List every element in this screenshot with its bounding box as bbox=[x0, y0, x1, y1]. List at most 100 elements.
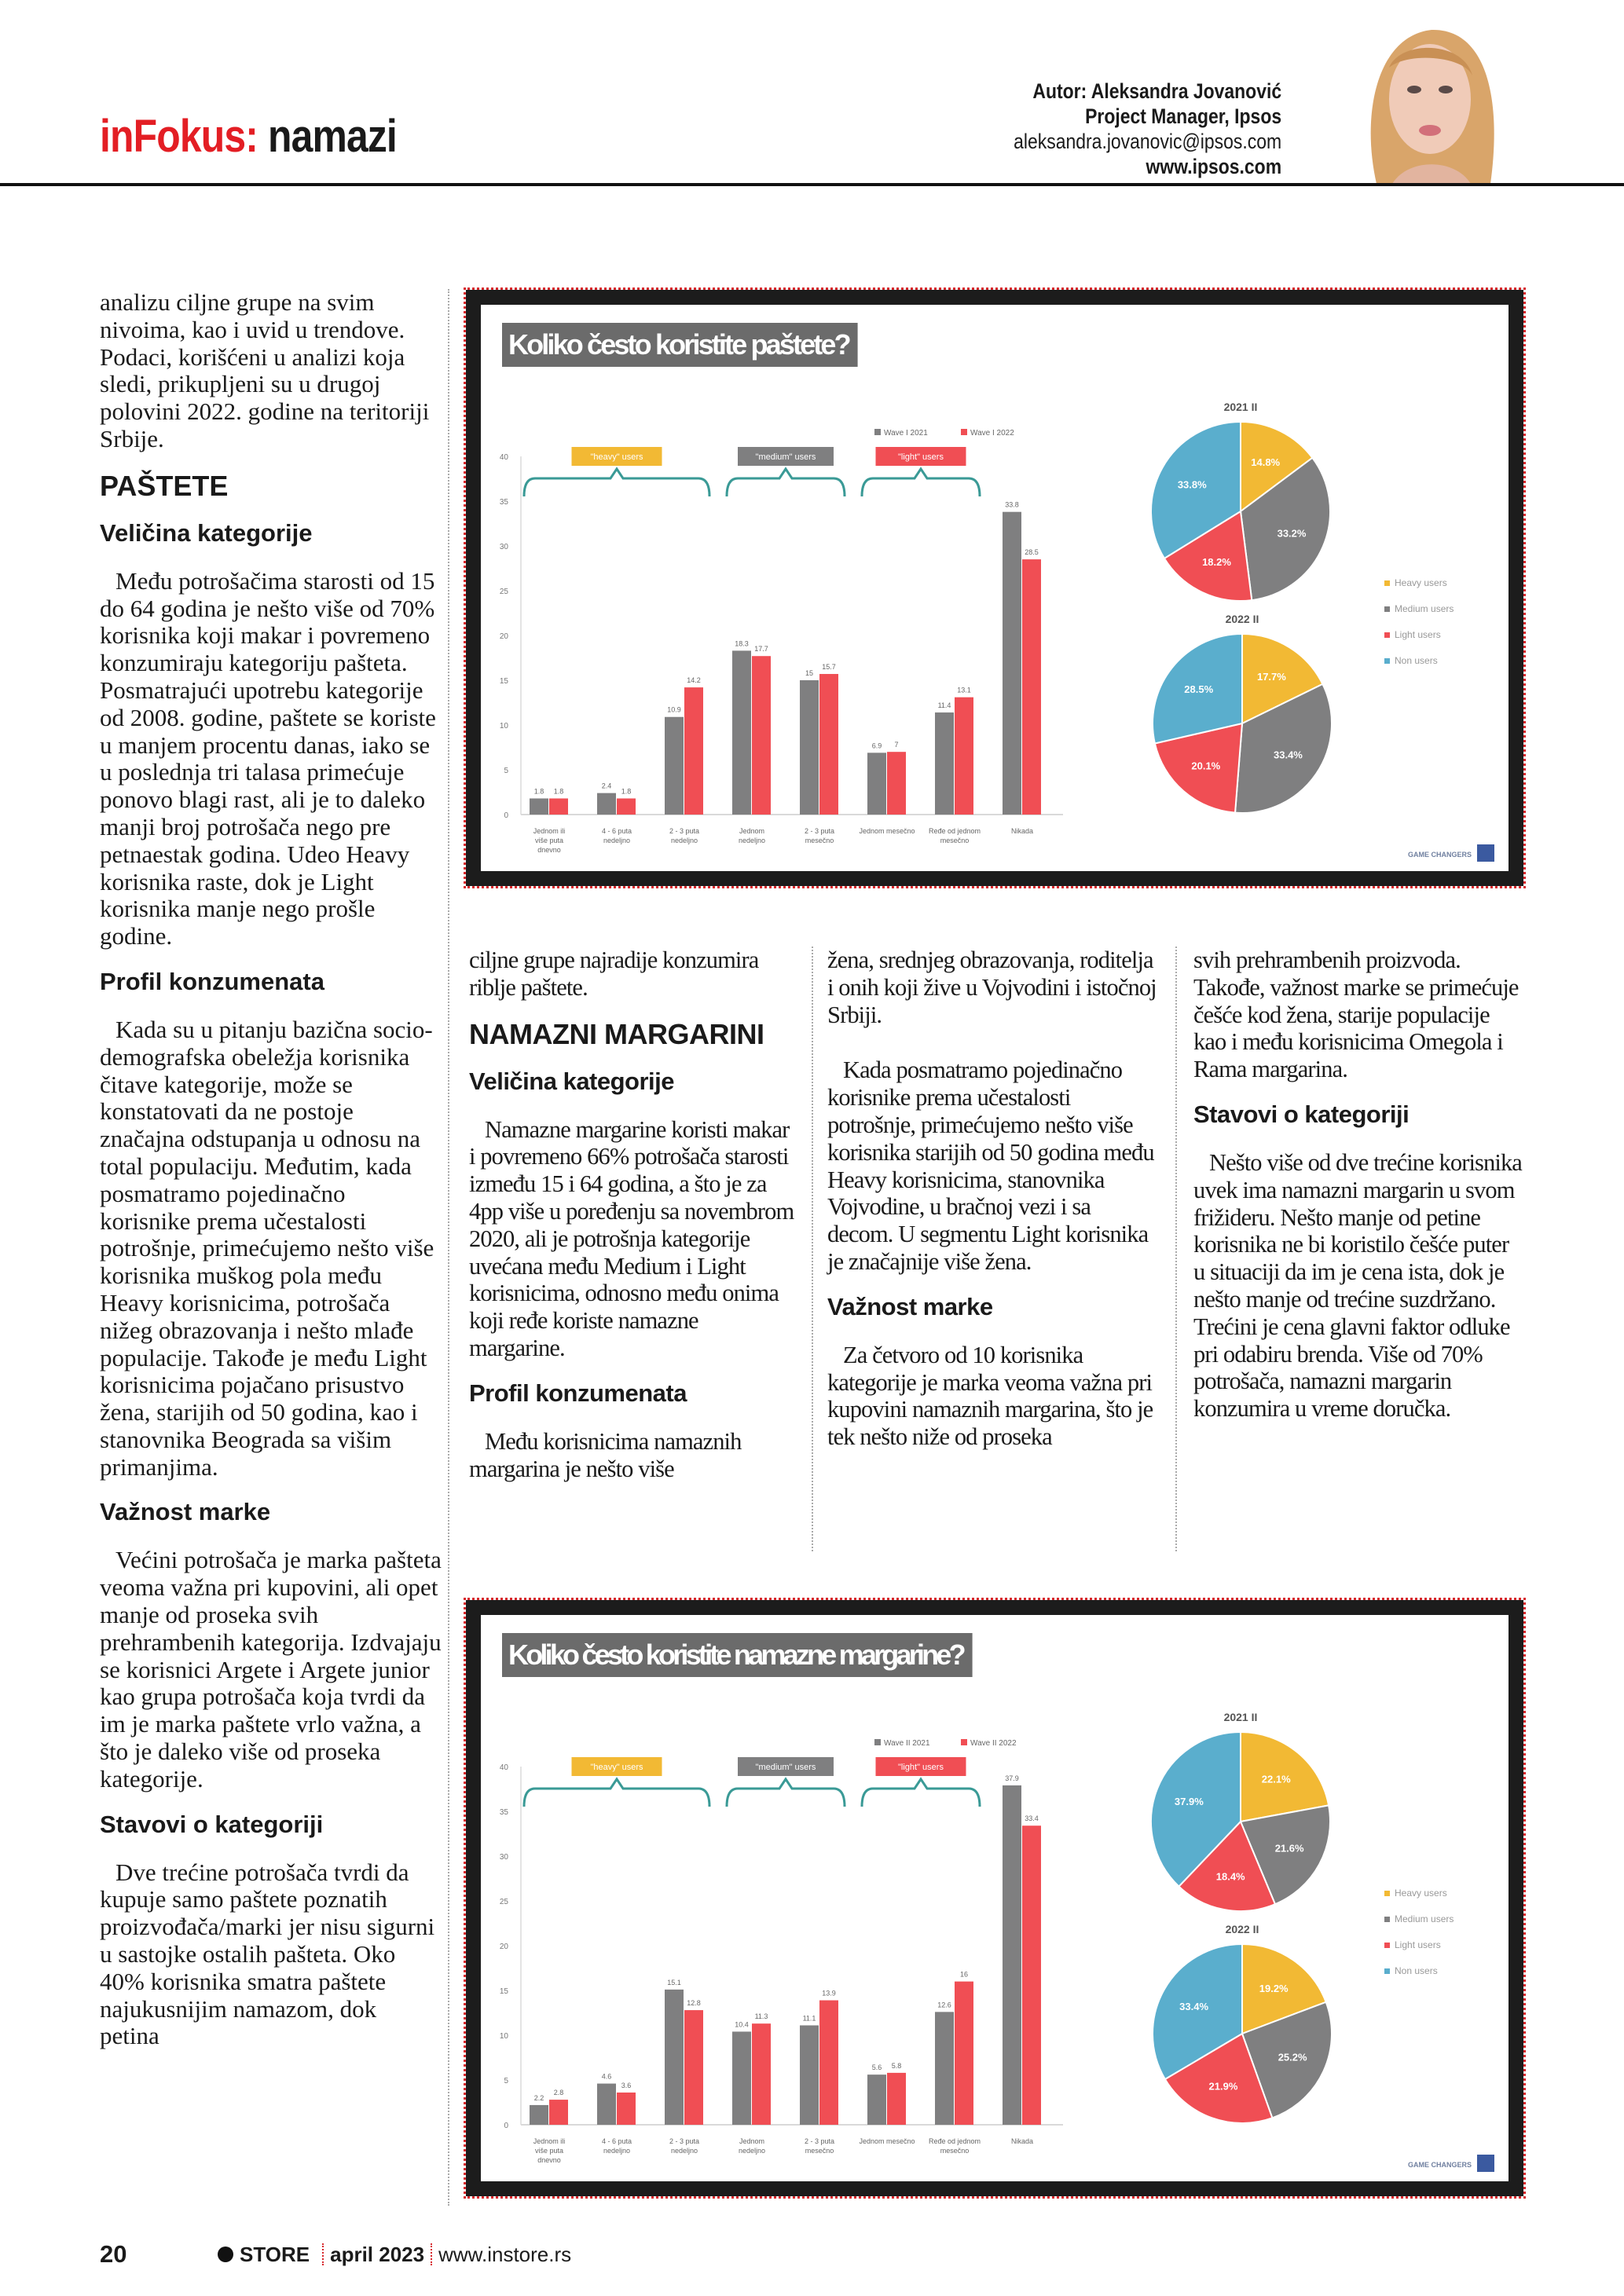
bar-value-label: 12.8 bbox=[687, 1999, 701, 2007]
bar-value-label: 11.1 bbox=[803, 2014, 816, 2022]
pie-slice bbox=[1239, 456, 1331, 602]
category-label-line: dnevno bbox=[537, 846, 561, 854]
pie-legend-swatch bbox=[1384, 632, 1390, 638]
pie-slice-label: 14.8% bbox=[1251, 456, 1280, 468]
bar bbox=[617, 798, 636, 815]
pie-legend-swatch bbox=[1384, 580, 1390, 586]
group-label-box bbox=[875, 1757, 966, 1776]
bar-value-label: 16 bbox=[960, 1971, 968, 1979]
bar bbox=[935, 2012, 954, 2125]
group-label: "medium" users bbox=[756, 452, 816, 462]
bar-value-label: 10.9 bbox=[667, 706, 681, 714]
subheading: Veličina kategorije bbox=[100, 518, 313, 547]
category-label-line: nedeljno bbox=[739, 837, 765, 844]
game-changers-logo: GAME CHANGERS bbox=[1408, 2161, 1472, 2169]
pie-slice-label: 21.9% bbox=[1209, 2080, 1238, 2092]
magazine-url[interactable]: www.instore.rs bbox=[438, 2242, 572, 2266]
bar bbox=[1003, 1785, 1021, 2125]
bar bbox=[665, 716, 684, 815]
subheading: Stavovi o kategoriji bbox=[100, 1810, 324, 1838]
y-tick-label: 10 bbox=[500, 722, 509, 731]
bar-value-label: 11.3 bbox=[755, 2012, 768, 2020]
paragraph: Kada su u pitanju bazična socio-demograf… bbox=[100, 1015, 434, 1481]
chart-svg: Koliko često koristite namazne margarine… bbox=[481, 1615, 1509, 2181]
pie-slice bbox=[1241, 1943, 1327, 2035]
category-label-line: 2 - 3 puta bbox=[805, 827, 834, 835]
author-website[interactable]: www.ipsos.com bbox=[1146, 155, 1281, 178]
legend-swatch bbox=[874, 1739, 881, 1745]
group-bracket bbox=[725, 467, 846, 497]
bar bbox=[752, 656, 771, 815]
bar bbox=[800, 680, 819, 815]
paragraph: Među potrošačima starosti od 15 do 64 go… bbox=[100, 566, 436, 950]
page-footer: 20 STORE april 2023 www.instore.rs bbox=[100, 2240, 571, 2269]
category-label-line: Jednom ili bbox=[533, 2137, 566, 2145]
category-label-line: dnevno bbox=[537, 2156, 561, 2164]
bar-value-label: 17.7 bbox=[754, 645, 768, 653]
pie-legend-label: Light users bbox=[1395, 1939, 1441, 1950]
group-label: "medium" users bbox=[756, 1763, 816, 1772]
header-rule bbox=[0, 183, 1624, 186]
pie-slice bbox=[1152, 632, 1243, 745]
bar bbox=[549, 798, 568, 815]
issue-date: april 2023 bbox=[330, 2242, 425, 2266]
pie-slice-label: 18.2% bbox=[1202, 556, 1231, 568]
category-label-line: mesečno bbox=[940, 2147, 970, 2155]
bar bbox=[732, 650, 751, 815]
bar bbox=[819, 2000, 838, 2125]
pie-legend-label: Non users bbox=[1395, 1965, 1438, 1976]
pie-slice bbox=[1241, 2001, 1333, 2119]
subheading: Profil konzumenata bbox=[469, 1379, 687, 1407]
group-bracket bbox=[522, 467, 711, 497]
bar-value-label: 5.6 bbox=[872, 2063, 882, 2071]
pie-slice bbox=[1163, 510, 1253, 602]
section-label: inFokus: bbox=[100, 111, 258, 162]
pie-title: 2022 II bbox=[1226, 1923, 1259, 1935]
bar-value-label: 12.6 bbox=[937, 2001, 951, 2009]
category-label: Jednom nedeljno bbox=[739, 2137, 765, 2155]
pie-slice-label: 28.5% bbox=[1184, 683, 1213, 695]
pie-slice bbox=[1241, 632, 1324, 725]
bar-value-label: 33.8 bbox=[1005, 501, 1019, 509]
category-label-line: 4 - 6 puta bbox=[602, 827, 632, 835]
pie-slice-label: 33.2% bbox=[1278, 528, 1307, 540]
group-bracket bbox=[860, 467, 981, 497]
magazine-name: STORE bbox=[240, 2242, 310, 2266]
pie-slice-label: 25.2% bbox=[1278, 2052, 1307, 2063]
y-tick-label: 25 bbox=[500, 588, 509, 596]
y-tick-label: 20 bbox=[500, 1943, 509, 1951]
instore-logo-icon bbox=[218, 2247, 233, 2262]
pie-title: 2022 II bbox=[1226, 613, 1259, 625]
category-label-line: Jednom bbox=[739, 827, 764, 835]
bar-value-label: 1.8 bbox=[554, 787, 564, 795]
bar bbox=[597, 793, 616, 815]
footer-separator bbox=[322, 2243, 324, 2265]
article-column-1: analizu ciljne grupe na svim nivoima, ka… bbox=[100, 288, 442, 2050]
y-tick-label: 15 bbox=[500, 677, 509, 686]
slide-background bbox=[481, 305, 1509, 871]
article-column-2: ciljne grupe najradije konzumira riblje … bbox=[469, 947, 799, 1482]
category-label: 2 - 3 puta mesečno bbox=[805, 2137, 834, 2155]
bar bbox=[867, 753, 886, 815]
author-email[interactable]: aleksandra.jovanovic@ipsos.com bbox=[1014, 130, 1281, 153]
author-block: Autor: Aleksandra Jovanović Project Mana… bbox=[1014, 79, 1281, 179]
pie-slice bbox=[1240, 420, 1314, 513]
bar bbox=[819, 674, 838, 815]
chart-title-box bbox=[502, 323, 858, 367]
pie-slice bbox=[1239, 1804, 1331, 1906]
category-label-line: nedeljno bbox=[671, 2147, 698, 2155]
group-label-box bbox=[571, 1757, 662, 1776]
ipsos-logo-icon bbox=[1477, 844, 1494, 862]
category-label: 2 - 3 puta nedeljno bbox=[669, 827, 699, 844]
category-label-line: Nikada bbox=[1011, 2137, 1033, 2145]
category-label-line: 2 - 3 puta bbox=[669, 827, 699, 835]
pie-legend-label: Heavy users bbox=[1395, 1888, 1447, 1899]
group-label-box bbox=[571, 447, 662, 466]
pie-slice-label: 33.8% bbox=[1178, 479, 1207, 491]
pie-legend-label: Heavy users bbox=[1395, 577, 1447, 588]
bar bbox=[935, 712, 954, 815]
category-label-line: 2 - 3 puta bbox=[669, 2137, 699, 2145]
spacer bbox=[827, 1028, 1159, 1056]
subheading: Stavovi o kategoriji bbox=[1193, 1100, 1410, 1128]
author-photo bbox=[1345, 20, 1510, 184]
